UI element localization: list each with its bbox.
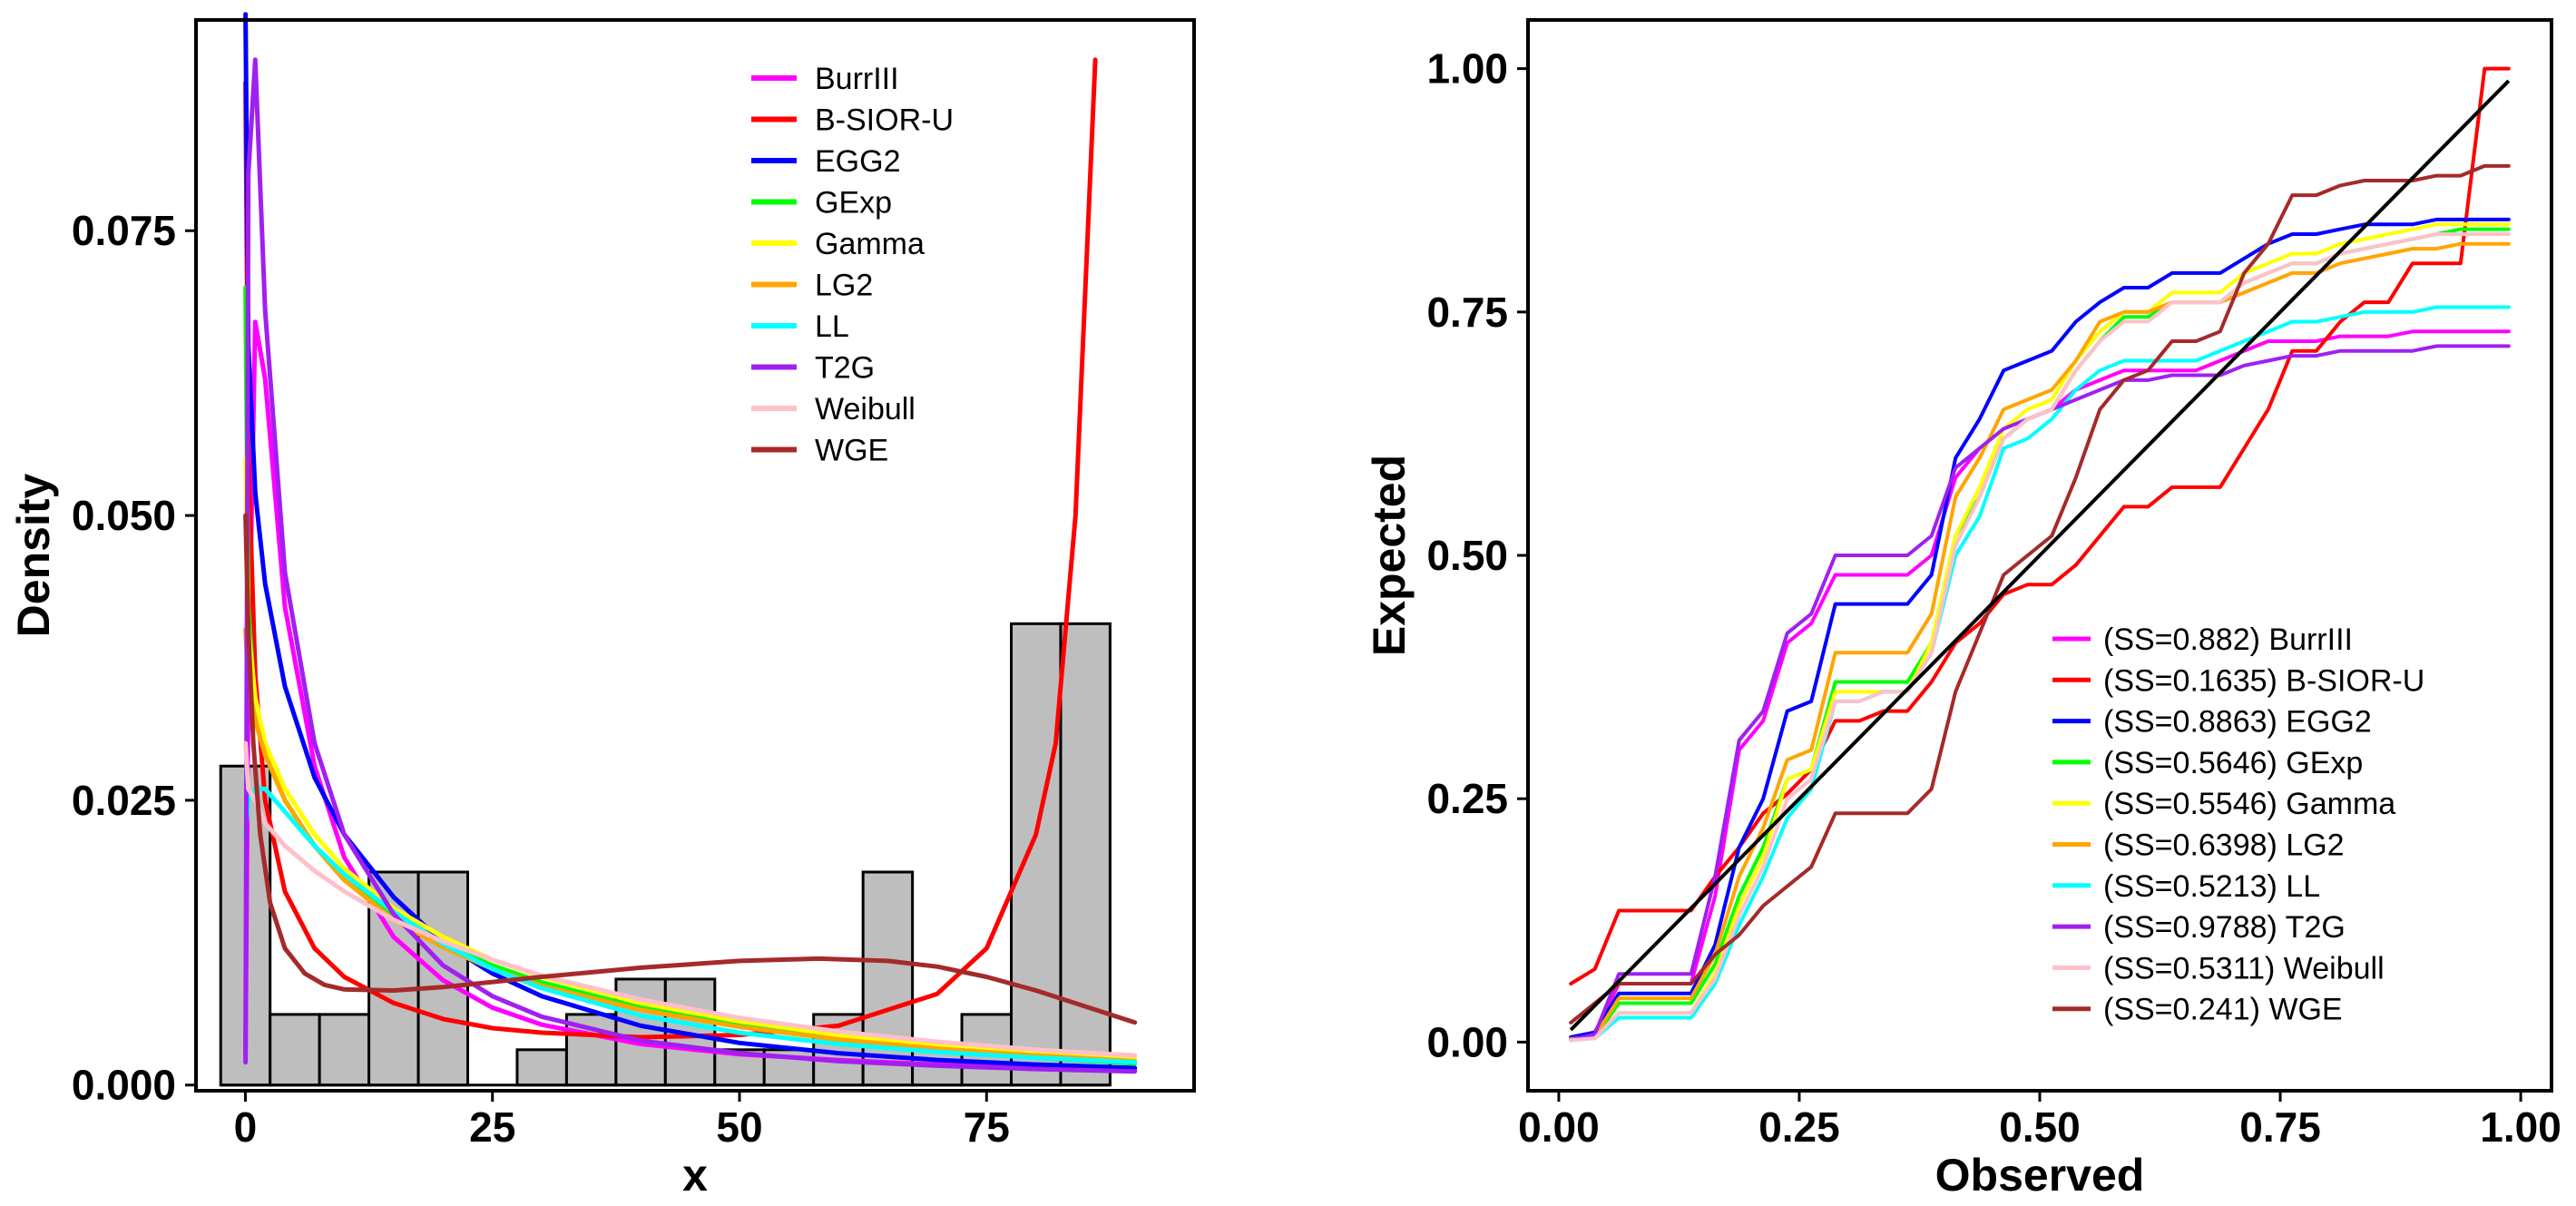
density-legend-label: BurrIII	[815, 62, 899, 96]
density-legend-label: Gamma	[815, 227, 925, 261]
pp-x-axis-title: Observed	[1935, 1150, 2145, 1201]
pp-y-tick-label: 1.00	[1426, 45, 1508, 93]
pp-legend-label: (SS=0.5646) GExp	[2103, 746, 2363, 780]
density-curve-gamma	[243, 456, 1138, 1062]
density-x-tick-label: 50	[716, 1103, 762, 1151]
density-curves	[243, 12, 1138, 1074]
pp-curve-weibull	[1569, 232, 2511, 1043]
density-x-axis-title: x	[682, 1150, 708, 1201]
pp-curve-egg2	[1569, 217, 2511, 1039]
density-legend-label: WGE	[815, 434, 888, 468]
pp-legend-label: (SS=0.9788) T2G	[2103, 910, 2346, 945]
pp-legend-label: (SS=0.5311) Weibull	[2103, 951, 2385, 985]
pp-legend-label: (SS=0.5213) LL	[2103, 869, 2320, 904]
density-y-tick-label: 0.000	[72, 1062, 176, 1109]
density-legend-label: GExp	[815, 186, 892, 221]
pp-legend-label: (SS=0.241) WGE	[2103, 993, 2343, 1027]
density-x-tick-label: 25	[469, 1103, 515, 1151]
pp-x-tick-label: 0.25	[1758, 1103, 1840, 1151]
density-x-tick-label: 75	[964, 1103, 1010, 1151]
pp-reference-line	[1569, 79, 2511, 1032]
density-curve-t2g	[243, 57, 1138, 1074]
density-curve-weibull	[243, 740, 1138, 1058]
pp-y-axis: 0.00 0.25 0.50 0.75 1.00	[1426, 45, 1528, 1065]
density-x-tick-label: 0	[234, 1103, 258, 1151]
pp-y-tick-label: 0.25	[1426, 775, 1508, 822]
pp-curves	[1569, 66, 2511, 1043]
pp-x-tick-label: 0.00	[1518, 1103, 1600, 1151]
density-legend: BurrIII B-SIOR-U EGG2 GExp Gamma LG2 LL T2G Weib…	[751, 62, 954, 468]
density-panel: 0.000 0.025 0.050 0.075 0 25 50 75 x Density B…	[8, 12, 1196, 1201]
histogram-bar	[515, 1048, 568, 1087]
pp-curve-b-sior-u	[1569, 66, 2511, 985]
density-y-tick-label: 0.075	[72, 207, 176, 254]
pp-legend-label: (SS=0.5546) Gamma	[2103, 787, 2395, 821]
pp-legend-label: (SS=0.1635) B-SIOR-U	[2103, 663, 2424, 698]
pp-x-tick-label: 0.50	[1999, 1103, 2081, 1151]
pp-x-axis: 0.00 0.25 0.50 0.75 1.00	[1518, 1091, 2561, 1151]
pp-y-tick-label: 0.00	[1426, 1018, 1508, 1065]
pp-y-axis-title: Expected	[1364, 455, 1415, 656]
density-curve-lg2	[243, 627, 1138, 1064]
pp-legend-label: (SS=0.882) BurrIII	[2103, 623, 2353, 657]
histogram-bar	[1059, 622, 1112, 1087]
pp-legend-label: (SS=0.8863) EGG2	[2103, 705, 2372, 740]
density-x-axis: 0 25 50 75	[234, 1091, 1010, 1151]
pp-y-tick-label: 0.50	[1426, 532, 1508, 579]
pp-curve-wge	[1569, 163, 2511, 1025]
pp-panel: 0.00 0.25 0.50 0.75 1.00 0.00 0.25 0.50 0.75 1.0…	[1364, 18, 2561, 1201]
density-curve-wge	[243, 513, 1138, 1025]
pp-y-tick-label: 0.75	[1426, 289, 1508, 336]
density-y-axis: 0.000 0.025 0.050 0.075	[72, 207, 196, 1109]
density-legend-label: Weibull	[815, 392, 916, 427]
pp-curve-ll	[1569, 305, 2511, 1043]
histogram-bar	[1010, 622, 1063, 1087]
density-legend-label: T2G	[815, 351, 875, 386]
density-legend-label: LG2	[815, 269, 873, 303]
density-legend-label: LL	[815, 309, 849, 344]
pp-legend: (SS=0.882) BurrIII (SS=0.1635) B-SIOR-U (S…	[2052, 623, 2424, 1027]
pp-curve-lg2	[1569, 241, 2511, 1042]
histogram-bar	[269, 1013, 321, 1087]
pp-x-tick-label: 1.00	[2480, 1103, 2561, 1151]
histogram-bar	[861, 870, 915, 1087]
density-y-tick-label: 0.050	[72, 492, 176, 539]
density-legend-label: B-SIOR-U	[815, 103, 954, 138]
density-legend-label: EGG2	[815, 144, 900, 179]
pp-x-tick-label: 0.75	[2239, 1103, 2321, 1151]
histogram-bar	[318, 1013, 371, 1087]
density-plot-frame	[194, 18, 1196, 1093]
density-y-tick-label: 0.025	[72, 777, 176, 824]
density-y-axis-title: Density	[8, 474, 59, 638]
pp-legend-label: (SS=0.6398) LG2	[2103, 829, 2345, 863]
